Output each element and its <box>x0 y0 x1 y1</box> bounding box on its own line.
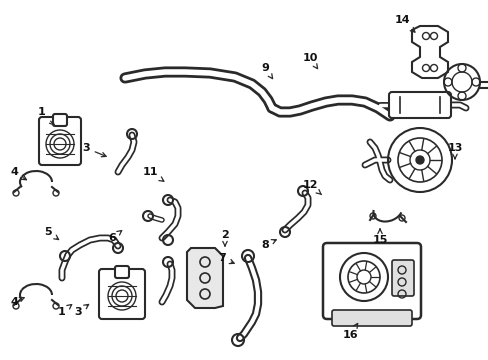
FancyBboxPatch shape <box>391 260 413 296</box>
FancyBboxPatch shape <box>39 117 81 165</box>
FancyBboxPatch shape <box>323 243 420 319</box>
Text: 10: 10 <box>302 53 317 69</box>
Text: 3: 3 <box>82 143 106 157</box>
Text: 8: 8 <box>261 240 276 250</box>
Text: 9: 9 <box>261 63 272 79</box>
Text: 4: 4 <box>10 297 24 307</box>
Text: 12: 12 <box>302 180 321 195</box>
Text: 7: 7 <box>218 253 234 264</box>
FancyBboxPatch shape <box>388 92 450 118</box>
Polygon shape <box>186 248 223 308</box>
Text: 16: 16 <box>342 324 357 340</box>
Text: 6: 6 <box>108 230 122 243</box>
Text: 2: 2 <box>221 230 228 246</box>
FancyBboxPatch shape <box>99 269 145 319</box>
Text: 13: 13 <box>447 143 462 159</box>
FancyBboxPatch shape <box>115 266 129 278</box>
Circle shape <box>415 156 423 164</box>
Text: 3: 3 <box>74 305 88 317</box>
Text: 4: 4 <box>10 167 26 180</box>
FancyBboxPatch shape <box>331 310 411 326</box>
Text: 11: 11 <box>142 167 163 181</box>
Text: 5: 5 <box>44 227 59 239</box>
Circle shape <box>356 270 370 284</box>
Text: 1: 1 <box>58 305 72 317</box>
FancyBboxPatch shape <box>53 114 67 126</box>
Text: 14: 14 <box>393 15 414 32</box>
Text: 15: 15 <box>371 229 387 245</box>
Text: 1: 1 <box>38 107 54 125</box>
